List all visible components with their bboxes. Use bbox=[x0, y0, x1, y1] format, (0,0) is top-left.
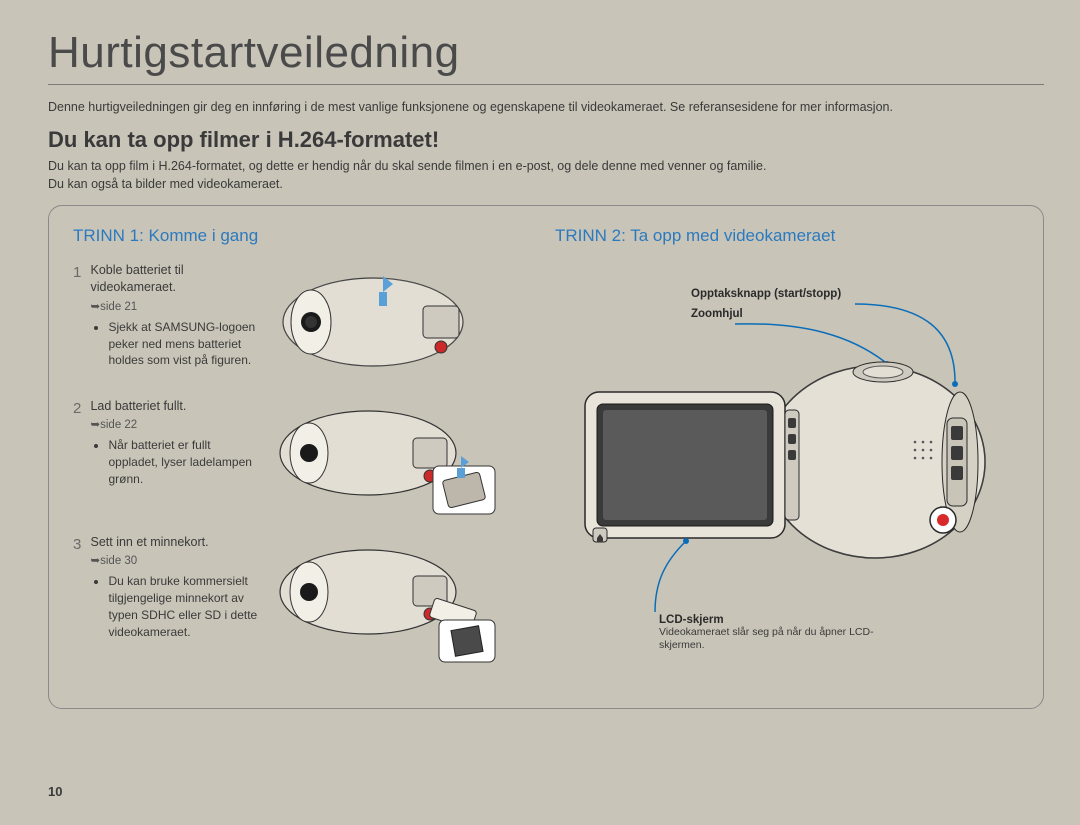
step2-column: TRINN 2: Ta opp med videokameraet Opptak… bbox=[555, 226, 1019, 682]
subintro-line1: Du kan ta opp film i H.264-formatet, og … bbox=[48, 159, 766, 173]
subintro: Du kan ta opp film i H.264-formatet, og … bbox=[48, 157, 1044, 193]
step-number: 2 bbox=[73, 398, 87, 419]
step-text: Lad batteriet fullt. bbox=[90, 399, 186, 413]
title-rule bbox=[48, 84, 1044, 85]
step-number: 3 bbox=[73, 534, 87, 555]
label-lcd: LCD-skjerm bbox=[659, 614, 919, 626]
page-number: 10 bbox=[48, 784, 62, 799]
step-number: 1 bbox=[73, 262, 87, 283]
step2-heading: TRINN 2: Ta opp med videokameraet bbox=[555, 226, 1019, 246]
illustration-memory-card bbox=[273, 534, 519, 664]
steps-box: TRINN 1: Komme i gang 1 Koble batteriet … bbox=[48, 205, 1044, 709]
page-ref: side 30 bbox=[100, 555, 137, 567]
page-ref: side 22 bbox=[100, 419, 137, 431]
step-row-1: 1 Koble batteriet til videokameraet. ➥si… bbox=[73, 262, 519, 382]
page-ref: side 21 bbox=[100, 301, 137, 313]
step1-column: TRINN 1: Komme i gang 1 Koble batteriet … bbox=[73, 226, 519, 682]
step-bullet: Når batteriet er fullt oppladet, lyser l… bbox=[108, 437, 258, 487]
illustration-battery-charge bbox=[273, 398, 519, 518]
page-title: Hurtigstartveiledning bbox=[48, 28, 1044, 78]
intro-text: Denne hurtigveiledningen gir deg en innf… bbox=[48, 99, 1044, 117]
step-row-2: 2 Lad batteriet fullt. ➥side 22 Når batt… bbox=[73, 398, 519, 518]
subintro-line2: Du kan også ta bilder med videokameraet. bbox=[48, 177, 283, 191]
subtitle: Du kan ta opp filmer i H.264-formatet! bbox=[48, 127, 1044, 153]
step-text: Sett inn et minnekort. bbox=[90, 535, 208, 549]
step-bullet: Du kan bruke kommersielt tilgjengelige m… bbox=[108, 573, 258, 640]
step1-heading: TRINN 1: Komme i gang bbox=[73, 226, 519, 246]
camera-diagram: Opptaksknapp (start/stopp) Zoomhjul bbox=[555, 262, 1019, 682]
illustration-battery-attach bbox=[273, 262, 519, 382]
step-text: Koble batteriet til videokameraet. bbox=[90, 263, 183, 295]
step-bullet: Sjekk at SAMSUNG-logoen peker ned mens b… bbox=[108, 319, 258, 369]
label-lcd-sub: Videokameraet slår seg på når du åpner L… bbox=[659, 626, 919, 653]
step-row-3: 3 Sett inn et minnekort. ➥side 30 Du kan… bbox=[73, 534, 519, 664]
